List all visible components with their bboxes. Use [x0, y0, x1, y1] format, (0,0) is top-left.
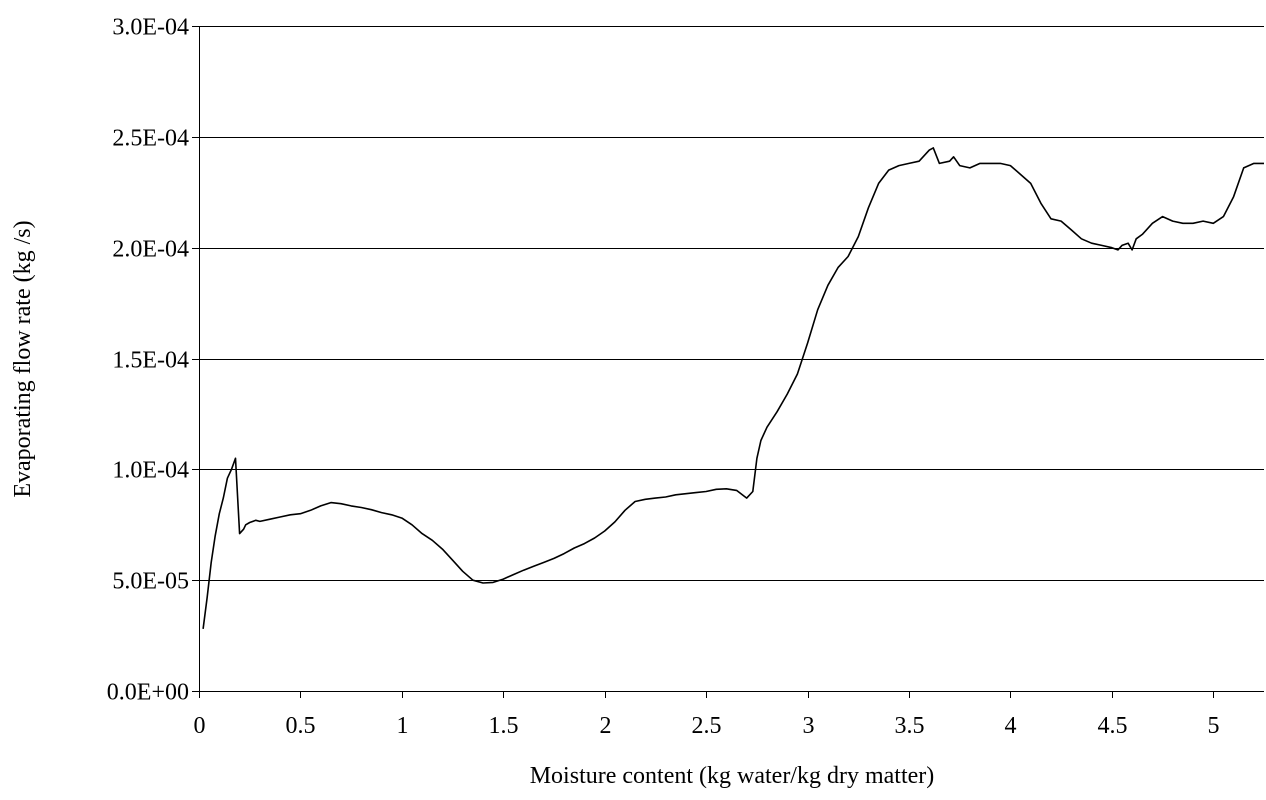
x-tick-label-7: 3.5 — [895, 713, 925, 739]
y-tick-label-1: 5.0E-05 — [112, 569, 189, 595]
y-tick-label-3: 1.5E-04 — [112, 348, 189, 374]
x-tick-label-5: 2.5 — [692, 713, 722, 739]
x-tick-label-4: 2 — [600, 713, 612, 739]
y-tick-label-4: 2.0E-04 — [112, 237, 189, 263]
x-tick-label-0: 0 — [194, 713, 206, 739]
x-tick-label-2: 1 — [397, 713, 409, 739]
x-tick-label-9: 4.5 — [1098, 713, 1128, 739]
axes — [199, 26, 1264, 692]
y-tick-label-2: 1.0E-04 — [112, 458, 189, 484]
y-tick-label-0: 0.0E+00 — [107, 680, 189, 706]
y-tick-label-6: 3.0E-04 — [112, 15, 189, 41]
series-line-0 — [202, 147, 1264, 630]
grid-lines — [199, 26, 1264, 581]
x-tick-label-10: 5 — [1208, 713, 1220, 739]
y-tick-label-5: 2.5E-04 — [112, 126, 189, 152]
x-tick-label-1: 0.5 — [286, 713, 316, 739]
x-axis-title: Moisture content (kg water/kg dry matter… — [530, 763, 935, 789]
y-axis-title: Evaporating flow rate (kg /s) — [10, 220, 36, 497]
tick-labels: 0.0E+00 5.0E-05 1.0E-04 1.5E-04 2.0E-04 2.5E-… — [107, 15, 1220, 740]
tick-marks — [192, 26, 1214, 698]
x-tick-label-6: 3 — [803, 713, 815, 739]
x-tick-label-8: 4 — [1005, 713, 1017, 739]
x-tick-label-3: 1.5 — [489, 713, 519, 739]
series-layer — [202, 147, 1264, 630]
